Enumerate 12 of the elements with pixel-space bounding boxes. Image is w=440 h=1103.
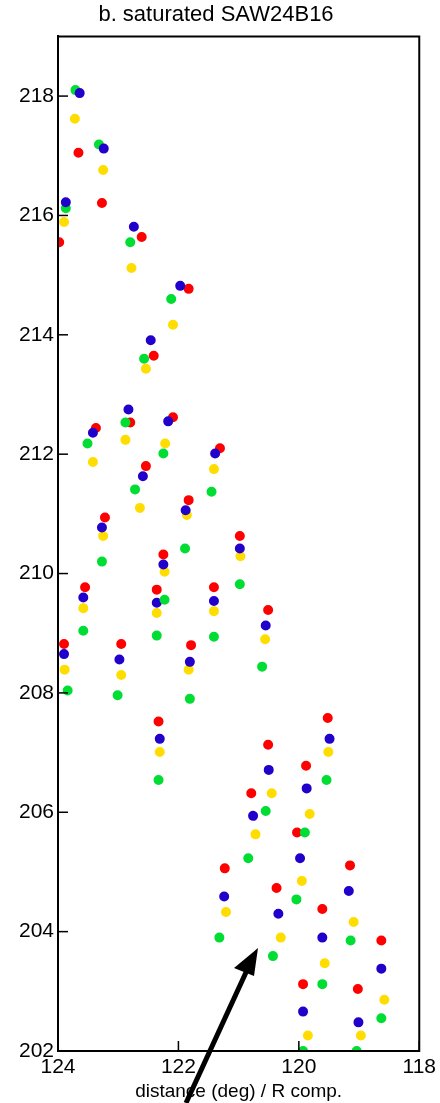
x-tick-label: 122 xyxy=(160,1054,196,1078)
x-tick-label: 118 xyxy=(402,1054,436,1078)
x-tick-label: 120 xyxy=(281,1054,317,1078)
y-tick-label: 204 xyxy=(18,918,55,942)
y-tick-label: 210 xyxy=(18,560,54,584)
y-tick-label: 214 xyxy=(18,321,55,345)
chart-title: b. saturated SAW24B16 xyxy=(98,1,334,27)
y-tick-label: 208 xyxy=(18,679,54,703)
y-tick-label: 206 xyxy=(18,799,54,823)
y-tick-label: 218 xyxy=(18,82,54,106)
y-tick-label: 212 xyxy=(18,440,54,464)
y-tick-label: 216 xyxy=(18,202,54,226)
